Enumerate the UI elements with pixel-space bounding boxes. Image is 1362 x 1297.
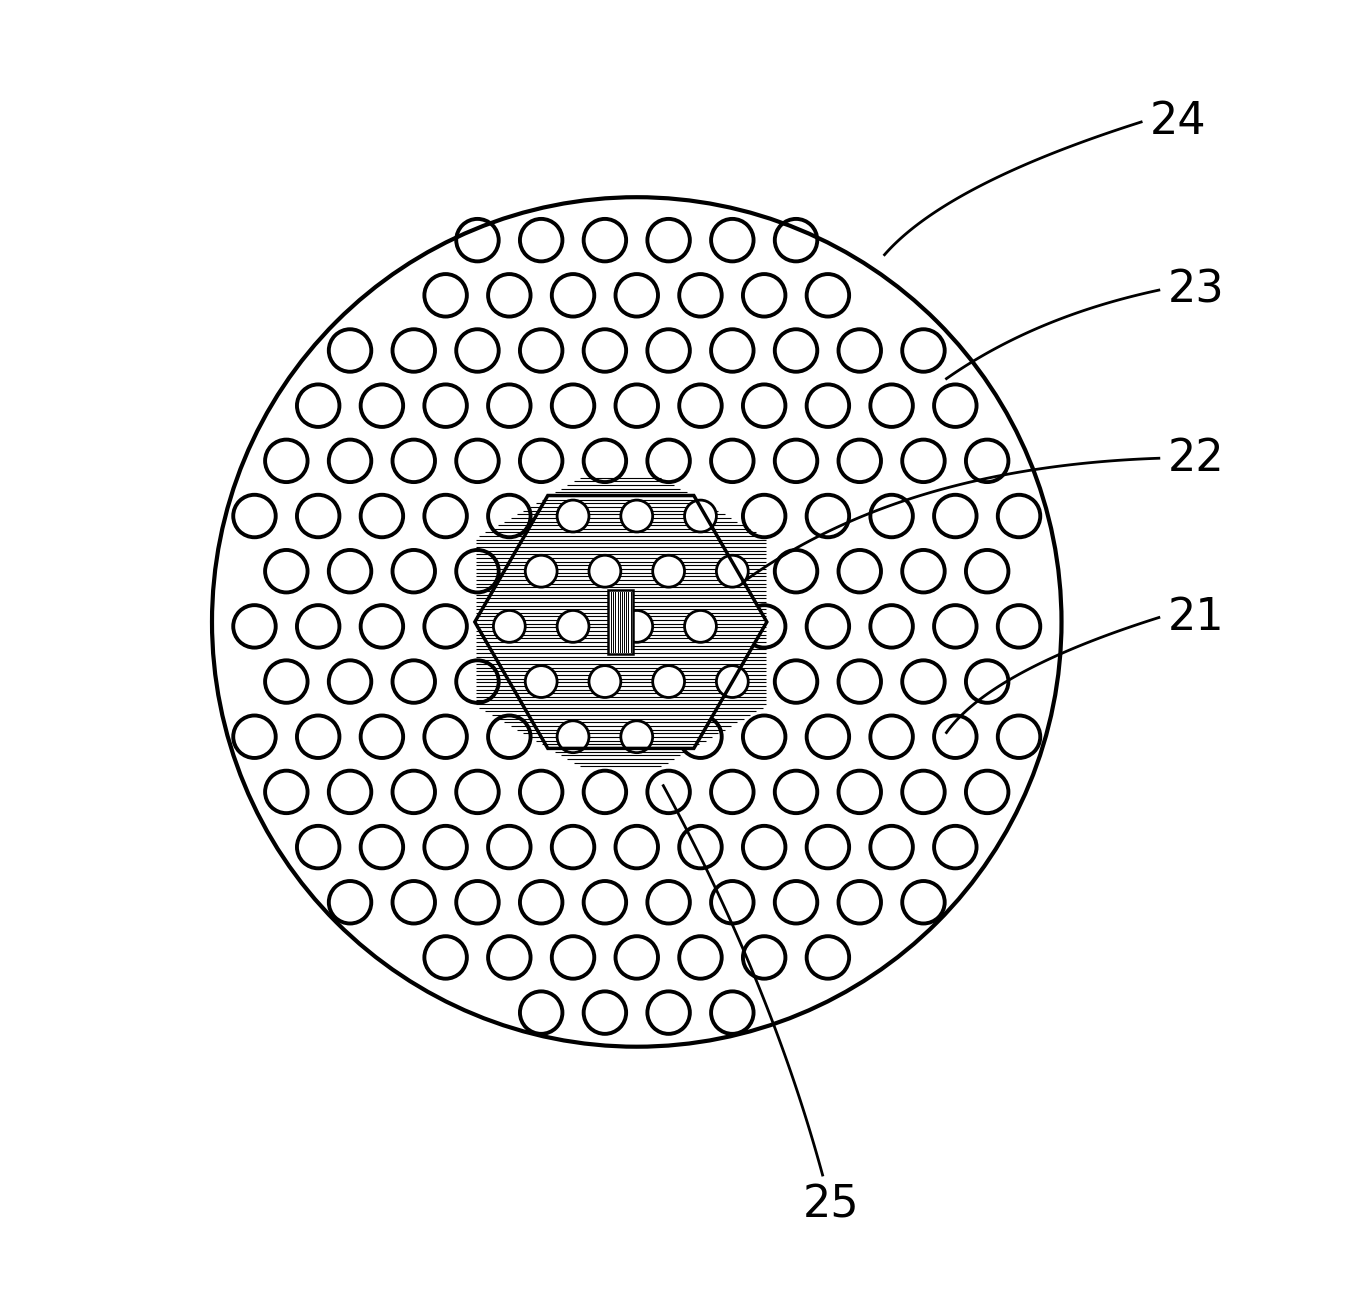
Text: 22: 22 [1167, 437, 1224, 480]
Circle shape [526, 665, 557, 698]
Circle shape [588, 665, 621, 698]
Bar [609, 590, 633, 654]
Circle shape [652, 555, 685, 588]
Circle shape [652, 665, 685, 698]
Circle shape [621, 501, 652, 532]
Text: 21: 21 [1167, 597, 1224, 639]
Text: 25: 25 [804, 1184, 859, 1227]
Circle shape [685, 611, 716, 642]
Circle shape [621, 721, 652, 752]
Circle shape [526, 555, 557, 588]
Text: 23: 23 [1167, 268, 1224, 311]
Circle shape [493, 611, 526, 642]
Polygon shape [475, 495, 767, 748]
Circle shape [557, 721, 588, 752]
Circle shape [557, 501, 588, 532]
Circle shape [716, 555, 748, 588]
Circle shape [685, 501, 716, 532]
Circle shape [557, 611, 588, 642]
Circle shape [621, 611, 652, 642]
Circle shape [716, 665, 748, 698]
Text: 24: 24 [1150, 100, 1207, 144]
Circle shape [588, 555, 621, 588]
